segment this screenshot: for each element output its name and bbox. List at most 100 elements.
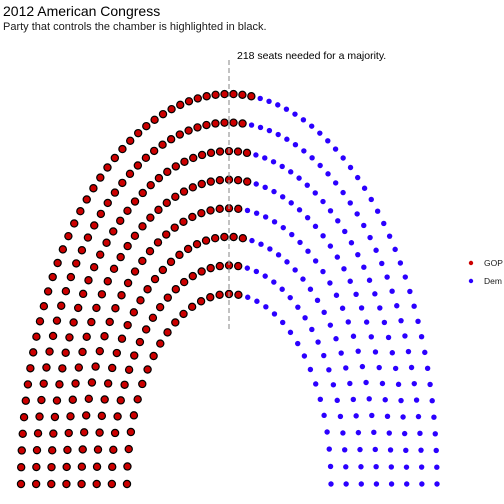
seat-gop xyxy=(123,462,132,471)
seat-gop xyxy=(229,118,238,127)
seat-gop xyxy=(126,136,135,145)
seat-gop xyxy=(107,363,117,373)
seat-gop xyxy=(52,316,62,325)
seat-gop xyxy=(206,177,215,186)
seat-gop xyxy=(103,163,112,172)
seat-gop xyxy=(111,304,120,313)
seat-gop xyxy=(155,302,165,312)
seat-dem xyxy=(296,175,302,181)
seat-gop xyxy=(133,395,142,404)
seat-dem xyxy=(418,464,425,470)
seat-dem xyxy=(355,429,362,436)
seat-gop xyxy=(105,317,114,327)
seat-gop xyxy=(48,446,57,455)
seat-gop xyxy=(220,232,229,242)
seat-gop xyxy=(93,445,103,454)
seat-dem xyxy=(340,189,346,196)
seat-dem xyxy=(300,276,306,282)
seat-dem xyxy=(333,336,339,342)
seat-dem xyxy=(415,413,422,420)
seat-dem xyxy=(325,171,331,177)
seat-gop xyxy=(110,428,120,438)
seat-gop xyxy=(143,365,152,374)
seat-gop xyxy=(123,241,132,251)
seat-gop xyxy=(83,233,93,242)
seat-dem xyxy=(253,268,260,275)
seat-gop xyxy=(247,92,256,101)
seat-gop xyxy=(126,427,136,437)
seat-gop xyxy=(156,339,165,348)
seat-dem xyxy=(334,397,340,404)
seat-gop xyxy=(133,128,143,138)
seat-dem xyxy=(389,350,396,356)
seat-gop xyxy=(138,188,147,198)
seat-gop xyxy=(146,180,155,190)
seat-gop xyxy=(76,207,85,216)
seat-dem xyxy=(350,333,357,339)
seat-gop xyxy=(78,347,87,357)
seat-gop xyxy=(138,379,147,389)
seat-dem xyxy=(245,294,251,300)
seat-dem xyxy=(325,138,331,144)
seat-gop xyxy=(141,153,151,163)
seat-gop xyxy=(187,302,197,312)
seat-gop xyxy=(110,188,120,197)
seat-gop xyxy=(92,479,101,489)
seat-dem xyxy=(271,279,277,285)
seat-dem xyxy=(287,294,293,301)
legend: GOP Dem xyxy=(468,258,503,286)
seat-dem xyxy=(434,481,440,487)
seat-gop xyxy=(234,204,243,214)
seat-gop xyxy=(110,153,120,163)
seat-gop xyxy=(92,462,102,471)
seat-dem xyxy=(275,102,281,108)
seat-gop xyxy=(233,261,243,271)
seat-dem xyxy=(244,265,251,271)
seat-dem xyxy=(361,222,367,229)
seat-dem xyxy=(432,431,438,437)
seat-gop xyxy=(122,479,132,489)
seat-dem xyxy=(280,319,286,326)
seat-dem xyxy=(381,319,388,326)
seat-gop xyxy=(82,195,91,204)
seat-gop xyxy=(215,147,225,156)
seat-gop xyxy=(73,303,83,313)
seat-gop xyxy=(130,197,140,206)
seat-dem xyxy=(413,397,420,403)
seat-gop xyxy=(117,334,127,343)
seat-gop xyxy=(69,318,78,327)
seat-dem xyxy=(266,98,272,104)
seat-dem xyxy=(324,429,330,435)
seat-dem xyxy=(402,333,408,339)
seat-gop xyxy=(210,234,220,243)
seat-gop xyxy=(116,216,125,225)
seat-dem xyxy=(275,131,281,138)
seat-dem xyxy=(384,274,390,280)
seat-dem xyxy=(388,481,395,487)
seat-dem xyxy=(374,208,381,214)
seat-gop xyxy=(242,148,252,158)
seat-dem xyxy=(422,349,428,356)
seat-dem xyxy=(418,447,424,453)
seat-gop xyxy=(170,223,179,232)
chart-subtitle: Party that controls the chamber is highl… xyxy=(3,21,267,33)
seat-dem xyxy=(321,352,327,359)
seat-gop xyxy=(163,328,172,337)
seat-dem xyxy=(392,365,399,372)
seat-dem xyxy=(358,305,365,311)
seat-gop xyxy=(81,411,91,420)
seat-gop xyxy=(92,303,101,313)
seat-gop xyxy=(183,244,193,254)
seat-gop xyxy=(123,278,133,288)
seat-dem xyxy=(366,277,373,283)
seat-gop xyxy=(97,411,107,421)
seat-dem xyxy=(408,364,415,371)
seat-gop xyxy=(78,445,87,454)
seat-gop xyxy=(234,290,243,300)
seat-dem xyxy=(297,239,303,246)
seat-gop xyxy=(112,348,122,358)
seat-dem xyxy=(295,340,301,347)
seat-dem xyxy=(433,447,439,454)
seat-dem xyxy=(275,252,282,258)
seat-dem xyxy=(320,198,326,205)
